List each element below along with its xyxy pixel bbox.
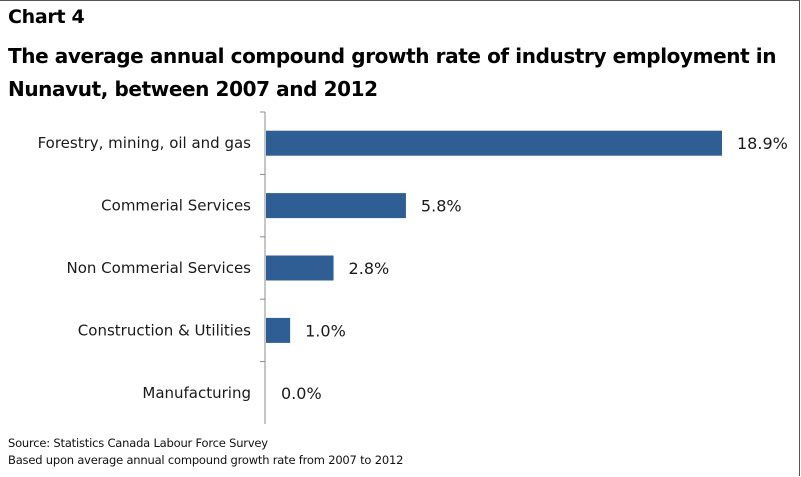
category-label: Commerial Services: [101, 197, 251, 215]
category-label: Forestry, mining, oil and gas: [38, 134, 252, 152]
data-label: 1.0%: [305, 321, 346, 340]
chart-notes: Source: Statistics Canada Labour Force S…: [8, 435, 403, 469]
category-label: Manufacturing: [142, 384, 251, 402]
chart-number: Chart 4: [8, 6, 85, 28]
category-label: Non Commerial Services: [67, 259, 252, 277]
data-label: 0.0%: [281, 384, 322, 403]
source-note: Source: Statistics Canada Labour Force S…: [8, 436, 268, 450]
bar: [266, 317, 291, 343]
bar: [266, 130, 722, 156]
data-label: 5.8%: [421, 197, 462, 216]
bar: [266, 193, 406, 219]
basis-note: Based upon average annual compound growt…: [8, 453, 404, 467]
category-label: Construction & Utilities: [78, 321, 251, 339]
data-label: 2.8%: [349, 259, 390, 278]
data-label: 18.9%: [737, 134, 788, 153]
bar: [266, 255, 334, 281]
chart-title: The average annual compound growth rate …: [8, 44, 777, 101]
